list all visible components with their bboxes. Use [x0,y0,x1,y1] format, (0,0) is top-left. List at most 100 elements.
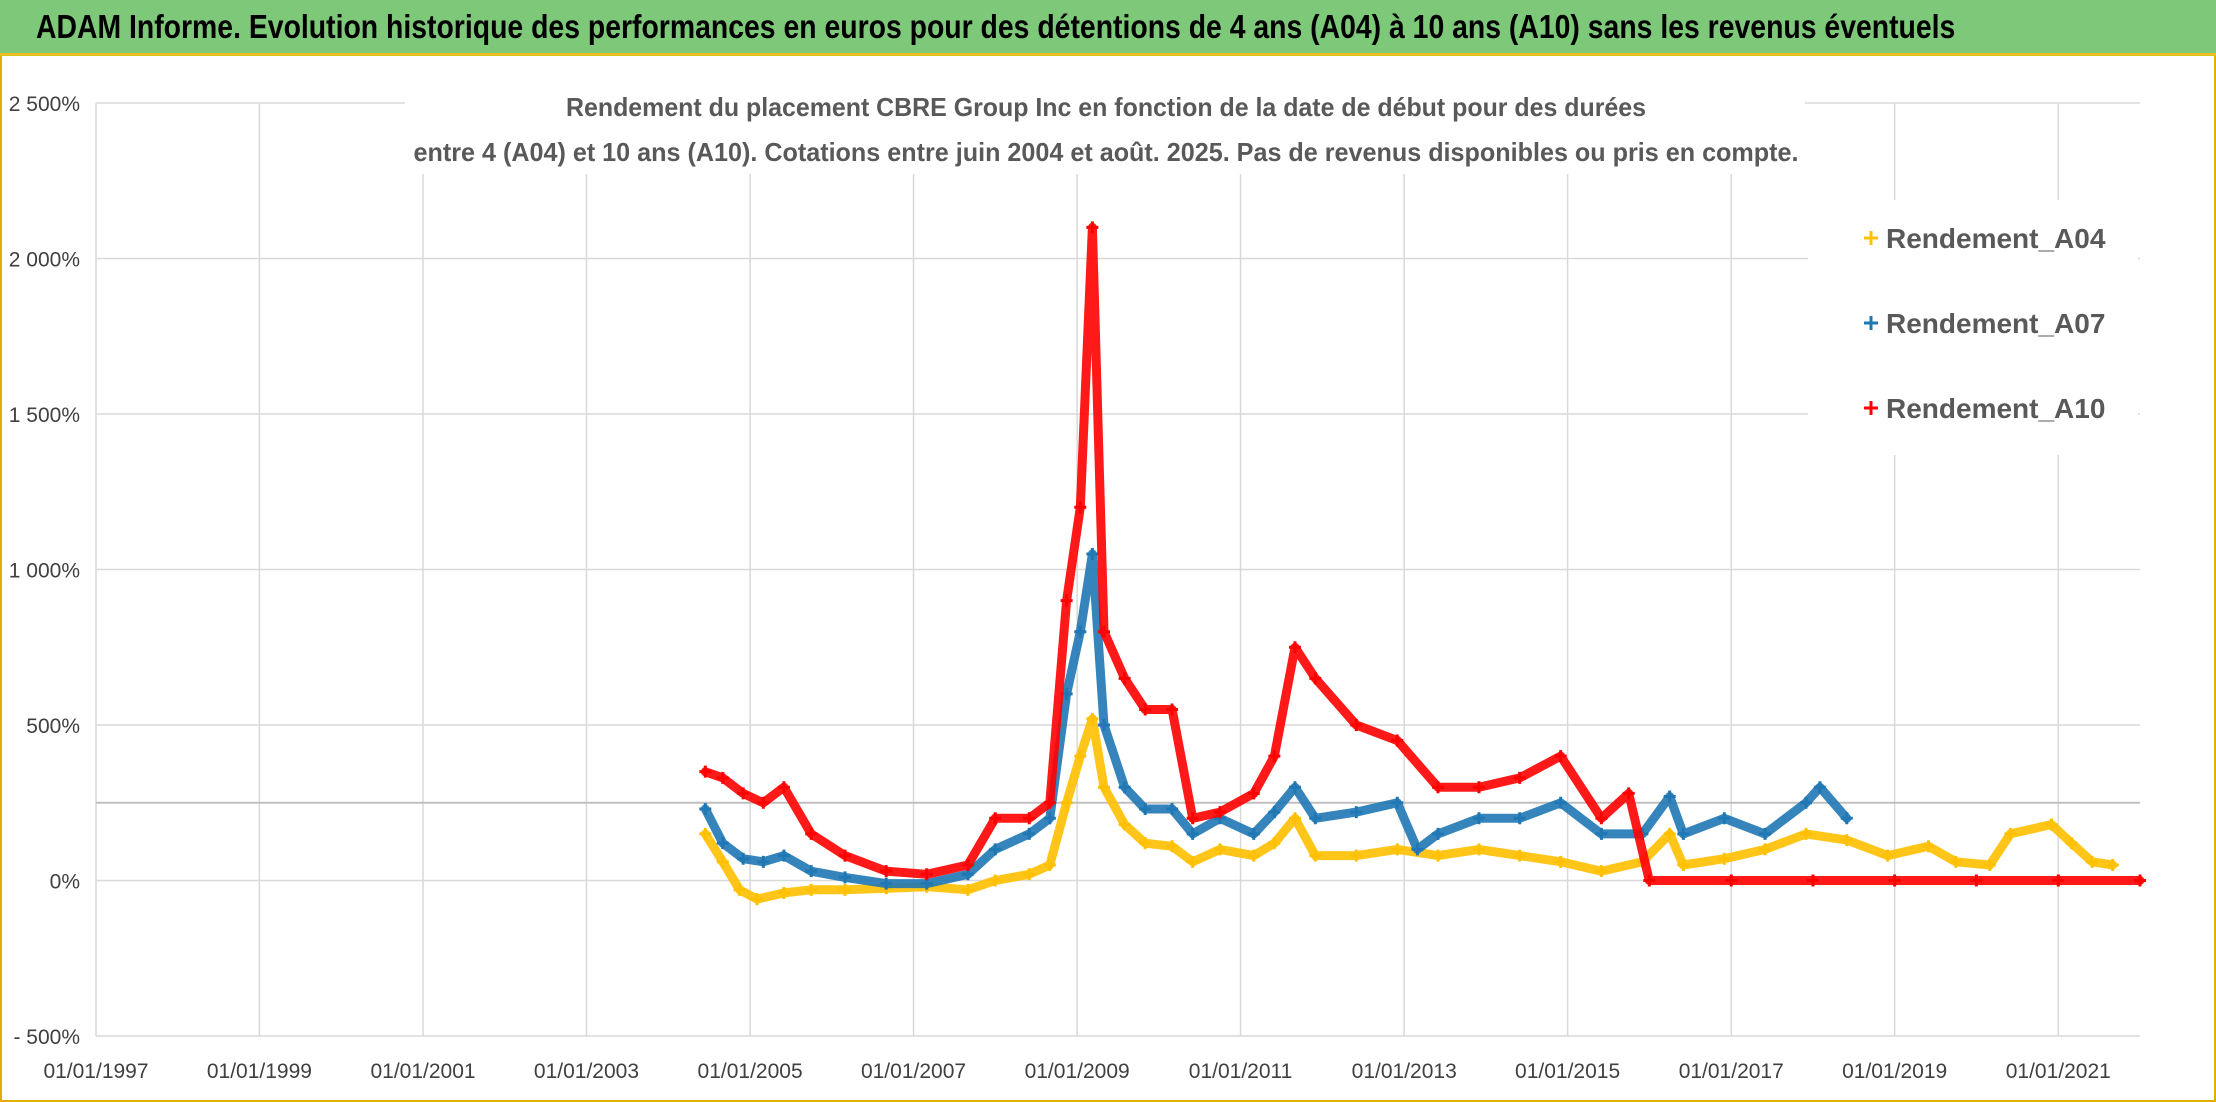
x-tick-label: 01/01/2001 [370,1060,475,1083]
y-tick-label: 1 000% [9,560,80,583]
x-tick-label: 01/01/2007 [861,1060,966,1083]
data-point [1432,849,1444,862]
y-tick-label: - 500% [13,1026,80,1049]
x-tick-label: 01/01/2021 [2006,1060,2111,1083]
data-point [1643,874,1656,887]
data-point [1309,672,1322,685]
data-point [737,852,750,865]
data-point [1949,855,1962,868]
data-point [1595,812,1608,825]
axis-labels: - 500% 0% 500% 1 000% 1 500% 2 000% 2 500% 01/0… [9,93,2111,1083]
data-point [1970,874,1983,887]
data-point [989,874,1002,887]
chart-title: Rendement du placement CBRE Group Inc en… [405,84,1805,174]
data-point [1983,858,1996,871]
data-point [1472,812,1485,825]
y-tick-label: 2 000% [9,249,80,272]
data-point [1888,874,1901,887]
data-point [1411,843,1424,856]
legend-marker [1864,231,1878,245]
data-point [1595,827,1608,840]
data-point [2134,874,2146,887]
data-point [1350,849,1363,862]
data-point [1139,837,1152,850]
x-tick-label: 01/01/2017 [1679,1060,1784,1083]
data-point [699,802,712,815]
data-point [1309,812,1322,825]
data-point [1922,840,1935,853]
data-point [1139,802,1152,815]
data-point [1098,781,1111,794]
data-point [805,827,818,840]
data-point [1840,812,1853,825]
data-point [716,771,729,784]
gridlines [95,102,2140,1037]
x-tick-label: 01/01/2005 [698,1060,803,1083]
data-point [1213,806,1226,819]
data-point [1513,849,1526,862]
x-tick-label: 01/01/2015 [1515,1060,1620,1083]
data-point [716,855,729,868]
data-point [1086,221,1099,234]
data-point [1186,855,1199,868]
data-point [1677,858,1690,871]
legend-marker [1864,401,1878,415]
title-banner: ADAM Informe. Evolution historique des p… [0,0,2216,56]
data-point [989,812,1002,825]
title-background [405,84,1805,174]
data-point [1043,858,1056,871]
data-point [1513,771,1526,784]
data-point [1043,796,1056,809]
data-point [1391,734,1404,747]
data-point [880,865,893,878]
data-point [1086,712,1099,725]
data-point [1677,827,1690,840]
data-point [1718,812,1731,825]
data-point [1309,849,1322,862]
data-point [777,886,790,899]
data-point [1472,781,1485,794]
data-point [2004,827,2017,840]
data-point [1663,790,1676,803]
data-point [961,883,974,896]
data-point [1043,812,1056,825]
data-point [1391,796,1404,809]
data-point [1166,703,1179,716]
data-point [1268,750,1281,763]
data-point [1098,625,1111,638]
legend-label: Rendement_A07 [1886,308,2105,339]
x-tick-label: 01/01/2009 [1025,1060,1130,1083]
x-tick-label: 01/01/2013 [1352,1060,1457,1083]
y-tick-label: 2 500% [9,93,80,116]
data-point [777,849,790,862]
data-point [1247,849,1260,862]
data-point [920,868,933,881]
data-point [757,855,770,868]
data-point [757,796,770,809]
legend-marker [1864,316,1878,330]
legend-background [1808,200,2138,455]
data-point [839,883,852,896]
x-tick-label: 01/01/2011 [1189,1060,1293,1083]
legend: Rendement_A04 Rendement_A07 Rendement_A10 [1808,200,2138,455]
x-tick-label: 01/01/1997 [43,1060,148,1083]
data-points [699,221,2146,906]
data-point [1881,849,1894,862]
x-tick-label: 01/01/1999 [207,1060,312,1083]
data-point [1288,812,1301,825]
data-point [1718,852,1731,865]
data-point [1118,672,1131,685]
data-point [1350,806,1363,819]
data-point [1663,827,1676,840]
data-point [1800,827,1813,840]
series-trace [700,549,1852,889]
data-point [1595,865,1608,878]
data-point [2086,855,2099,868]
x-tick-label: 01/01/2003 [534,1060,639,1083]
data-point [1074,750,1087,763]
data-point [805,865,818,878]
data-point [1118,818,1131,831]
data-point [1186,827,1199,840]
